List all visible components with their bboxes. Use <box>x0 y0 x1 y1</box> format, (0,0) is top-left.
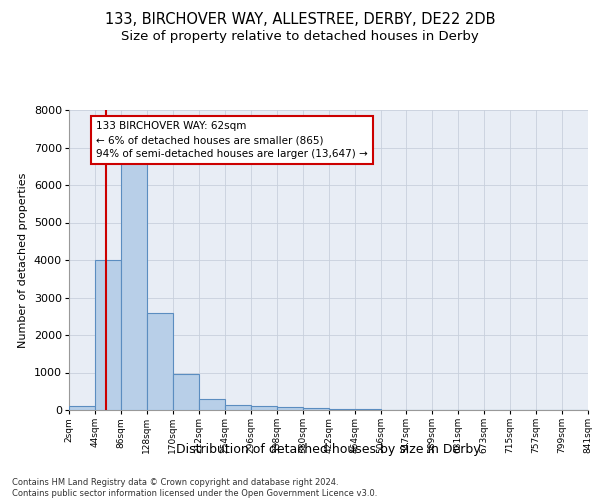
Bar <box>173 374 199 410</box>
Text: Distribution of detached houses by size in Derby: Distribution of detached houses by size … <box>176 442 481 456</box>
Text: 133, BIRCHOVER WAY, ALLESTREE, DERBY, DE22 2DB: 133, BIRCHOVER WAY, ALLESTREE, DERBY, DE… <box>105 12 495 28</box>
Bar <box>95 260 121 410</box>
Bar <box>251 406 277 410</box>
Bar <box>147 312 173 410</box>
Bar <box>121 162 147 410</box>
Bar <box>69 406 95 410</box>
Bar <box>303 408 329 410</box>
Text: 133 BIRCHOVER WAY: 62sqm
← 6% of detached houses are smaller (865)
94% of semi-d: 133 BIRCHOVER WAY: 62sqm ← 6% of detache… <box>96 121 368 159</box>
Text: Size of property relative to detached houses in Derby: Size of property relative to detached ho… <box>121 30 479 43</box>
Bar <box>355 409 381 410</box>
Bar <box>225 405 251 410</box>
Bar <box>199 399 225 410</box>
Text: Contains HM Land Registry data © Crown copyright and database right 2024.
Contai: Contains HM Land Registry data © Crown c… <box>12 478 377 498</box>
Bar <box>329 408 355 410</box>
Bar <box>277 408 303 410</box>
Y-axis label: Number of detached properties: Number of detached properties <box>19 172 28 348</box>
